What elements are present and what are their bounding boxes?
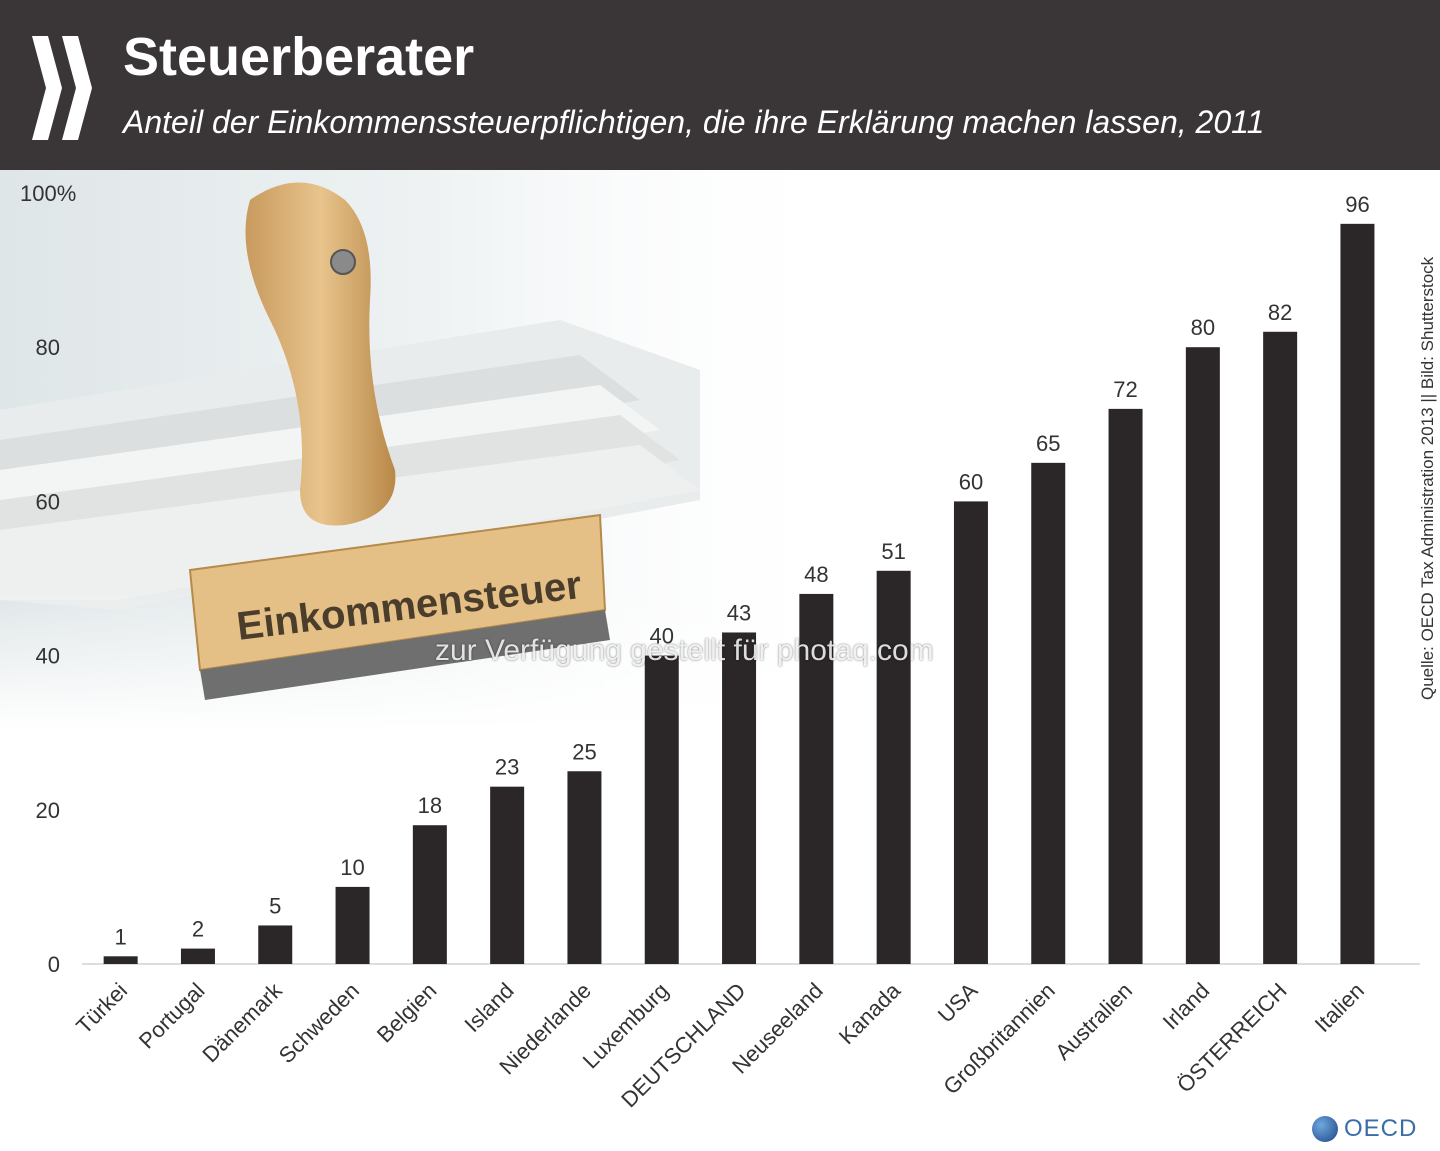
x-tick-label: Kanada <box>834 977 906 1049</box>
y-tick-label: 80 <box>36 335 60 360</box>
x-tick-label: Belgien <box>372 978 442 1048</box>
chart-area: Einkommensteuer 0 20 40 60 80 100% 1 2 5 10 18 23 2… <box>0 170 1440 1146</box>
bar <box>876 570 911 964</box>
bar <box>1185 347 1220 964</box>
bar-value-label: 43 <box>727 600 751 625</box>
oecd-chevron-logo-icon <box>32 36 92 140</box>
bar <box>722 632 757 964</box>
bar <box>1263 331 1298 964</box>
bar-value-label: 65 <box>1036 431 1060 456</box>
bar-value-label: 23 <box>495 755 519 780</box>
bar <box>1108 408 1143 964</box>
bar <box>567 771 602 964</box>
bar-value-label: 80 <box>1191 315 1215 340</box>
x-tick-label: Türkei <box>71 978 132 1039</box>
bar <box>644 655 679 964</box>
bar-value-label: 1 <box>115 924 127 949</box>
bar-value-label: 60 <box>959 469 983 494</box>
oecd-globe-icon <box>1312 1116 1338 1142</box>
page-title: Steuerberater <box>123 27 475 87</box>
x-tick-label: Schweden <box>274 978 364 1068</box>
source-note: Quelle: OECD Tax Administration 2013 || … <box>1418 256 1437 700</box>
bar <box>1031 462 1066 964</box>
bar <box>490 786 525 964</box>
y-tick-label: 40 <box>36 644 60 669</box>
x-tick-label: Island <box>459 978 518 1037</box>
bar-value-label: 10 <box>340 855 364 880</box>
bar-value-label: 72 <box>1113 377 1137 402</box>
x-tick-label: Australien <box>1050 978 1137 1065</box>
y-tick-label: 100% <box>20 181 76 206</box>
bar-value-label: 51 <box>881 539 905 564</box>
y-tick-label: 60 <box>36 489 60 514</box>
y-tick-label: 20 <box>36 798 60 823</box>
bar <box>412 825 447 964</box>
header: Steuerberater Anteil der Einkommenssteue… <box>0 0 1440 170</box>
oecd-brand: OECD <box>1312 1114 1417 1144</box>
x-tick-label: Dänemark <box>197 977 287 1067</box>
bar <box>258 925 293 964</box>
bars <box>103 223 1375 965</box>
x-tick-label: USA <box>933 978 983 1028</box>
bar <box>953 501 988 964</box>
bar <box>335 886 370 964</box>
bar <box>103 956 138 964</box>
x-tick-label: Irland <box>1158 978 1215 1035</box>
bar-value-label: 2 <box>192 917 204 942</box>
bar-value-label: 48 <box>804 562 828 587</box>
x-tick-label: Italien <box>1310 978 1369 1037</box>
page-subtitle: Anteil der Einkommenssteuerpflichtigen, … <box>123 104 1265 140</box>
bar <box>180 948 215 964</box>
background-photo: Einkommensteuer <box>0 170 860 730</box>
bar-value-label: 96 <box>1345 192 1369 217</box>
y-tick-label: 0 <box>48 952 60 977</box>
bar-value-label: 5 <box>269 893 281 918</box>
oecd-brand-text: OECD <box>1344 1115 1418 1142</box>
bar <box>1340 223 1375 965</box>
x-tick-label: Portugal <box>134 978 210 1054</box>
bar-value-label: 25 <box>572 739 596 764</box>
watermark-text: zur Verfügung gestellt für photaq.com <box>435 634 934 667</box>
bar <box>799 593 834 964</box>
bar-value-label: 82 <box>1268 300 1292 325</box>
bar-value-label: 40 <box>650 624 674 649</box>
bar-value-label: 18 <box>418 793 442 818</box>
